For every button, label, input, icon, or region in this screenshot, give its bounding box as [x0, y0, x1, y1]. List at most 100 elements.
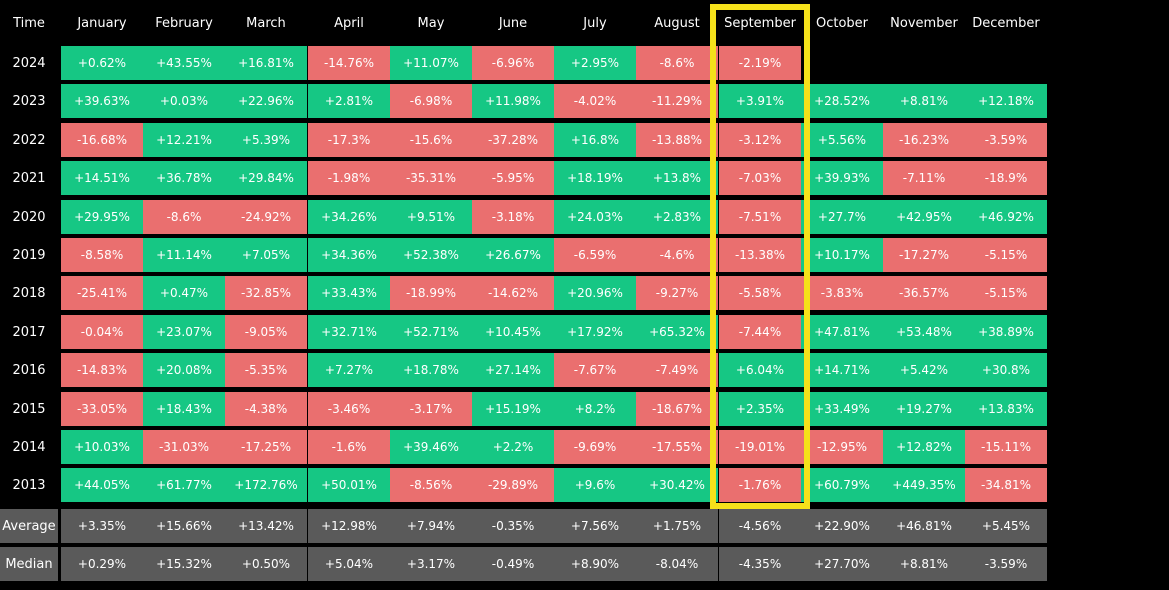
return-cell: -8.6% [143, 200, 225, 234]
return-cell: +2.81% [308, 84, 390, 118]
column-header-april: April [334, 15, 364, 31]
return-cell: +18.78% [390, 353, 472, 387]
return-cell: +0.03% [143, 84, 225, 118]
return-cell: +27.7% [801, 200, 883, 234]
return-cell: -25.41% [61, 276, 143, 310]
return-cell: -16.68% [61, 123, 143, 157]
return-cell: -35.31% [390, 161, 472, 195]
return-cell: -6.98% [390, 84, 472, 118]
return-cell: -5.35% [225, 353, 307, 387]
column-header-july: July [583, 15, 607, 31]
summary-cell: +3.17% [390, 547, 472, 581]
return-cell: +47.81% [801, 315, 883, 349]
row-label-2015: 2015 [12, 401, 46, 417]
return-cell: +65.32% [636, 315, 718, 349]
return-cell: +10.45% [472, 315, 554, 349]
return-cell: -34.81% [965, 468, 1047, 502]
return-cell: -18.99% [390, 276, 472, 310]
return-cell: +20.96% [554, 276, 636, 310]
return-cell: -3.18% [472, 200, 554, 234]
summary-cell: +8.81% [883, 547, 965, 581]
row-label-2019: 2019 [12, 247, 46, 263]
corner-label: Time [13, 15, 45, 31]
return-cell: -7.03% [719, 161, 801, 195]
return-cell: +8.2% [554, 392, 636, 426]
return-cell: -4.38% [225, 392, 307, 426]
return-cell: -5.15% [965, 238, 1047, 272]
return-cell: -5.58% [719, 276, 801, 310]
return-cell: -17.25% [225, 430, 307, 464]
summary-cell: +1.75% [636, 509, 718, 543]
return-cell: -0.04% [61, 315, 143, 349]
return-cell: -15.11% [965, 430, 1047, 464]
return-cell: -5.95% [472, 161, 554, 195]
return-cell: +2.95% [554, 46, 636, 80]
return-cell: +60.79% [801, 468, 883, 502]
return-cell: -17.3% [308, 123, 390, 157]
return-cell: +17.92% [554, 315, 636, 349]
return-cell: -9.05% [225, 315, 307, 349]
return-cell: +10.03% [61, 430, 143, 464]
column-header-september: September [724, 15, 796, 31]
return-cell: +2.2% [472, 430, 554, 464]
return-cell: +3.91% [719, 84, 801, 118]
summary-cell: +0.29% [61, 547, 143, 581]
return-cell: -37.28% [472, 123, 554, 157]
return-cell: +22.96% [225, 84, 307, 118]
return-cell: -15.6% [390, 123, 472, 157]
return-cell: -8.6% [636, 46, 718, 80]
summary-cell: +22.90% [801, 509, 883, 543]
return-cell: -14.83% [61, 353, 143, 387]
return-cell: +38.89% [965, 315, 1047, 349]
return-cell: -8.58% [61, 238, 143, 272]
return-cell: +61.77% [143, 468, 225, 502]
row-label-2024: 2024 [12, 55, 46, 71]
return-cell: +11.07% [390, 46, 472, 80]
return-cell: -1.76% [719, 468, 801, 502]
summary-cell: +3.35% [61, 509, 143, 543]
empty-cell [801, 46, 883, 80]
row-label-2016: 2016 [12, 362, 46, 378]
return-cell: +43.55% [143, 46, 225, 80]
return-cell: -19.01% [719, 430, 801, 464]
return-cell: +18.19% [554, 161, 636, 195]
summary-cell: +8.90% [554, 547, 636, 581]
return-cell: +5.39% [225, 123, 307, 157]
column-header-november: November [890, 15, 958, 31]
return-cell: +32.71% [308, 315, 390, 349]
return-cell: -7.51% [719, 200, 801, 234]
return-cell: +19.27% [883, 392, 965, 426]
row-label-2020: 2020 [12, 209, 46, 225]
return-cell: -5.15% [965, 276, 1047, 310]
return-cell: +172.76% [225, 468, 307, 502]
row-label-2014: 2014 [12, 439, 46, 455]
return-cell: +24.03% [554, 200, 636, 234]
return-cell: +44.05% [61, 468, 143, 502]
return-cell: +26.67% [472, 238, 554, 272]
column-header-june: June [498, 15, 528, 31]
column-header-may: May [417, 15, 445, 31]
return-cell: +18.43% [143, 392, 225, 426]
return-cell: +2.35% [719, 392, 801, 426]
return-cell: -31.03% [143, 430, 225, 464]
return-cell: -3.59% [965, 123, 1047, 157]
return-cell: -7.11% [883, 161, 965, 195]
empty-cell [883, 46, 965, 80]
return-cell: +7.27% [308, 353, 390, 387]
return-cell: -3.83% [801, 276, 883, 310]
return-cell: -12.95% [801, 430, 883, 464]
return-cell: -6.96% [472, 46, 554, 80]
return-cell: -3.12% [719, 123, 801, 157]
return-cell: -11.29% [636, 84, 718, 118]
return-cell: -9.69% [554, 430, 636, 464]
summary-cell: +27.70% [801, 547, 883, 581]
return-cell: +28.52% [801, 84, 883, 118]
return-cell: +13.83% [965, 392, 1047, 426]
column-header-january: January [77, 15, 127, 31]
summary-cell: +0.50% [225, 547, 307, 581]
return-cell: -7.49% [636, 353, 718, 387]
return-cell: +449.35% [883, 468, 965, 502]
return-cell: +14.71% [801, 353, 883, 387]
return-cell: +34.36% [308, 238, 390, 272]
